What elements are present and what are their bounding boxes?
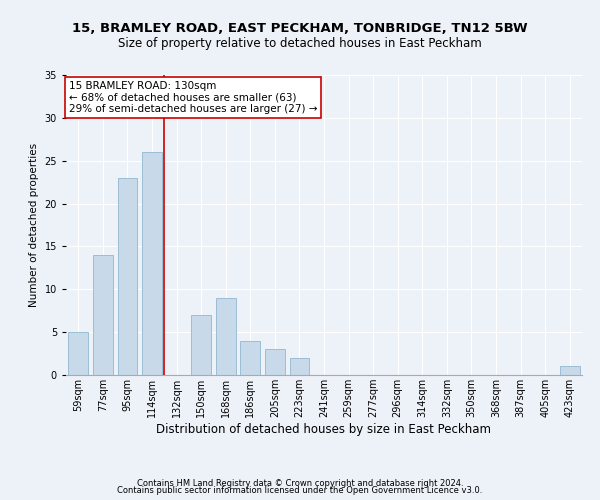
Text: Size of property relative to detached houses in East Peckham: Size of property relative to detached ho… [118,38,482,51]
Bar [118,178,137,375]
Text: Contains HM Land Registry data © Crown copyright and database right 2024.: Contains HM Land Registry data © Crown c… [137,478,463,488]
Bar [191,315,211,375]
Bar [290,358,309,375]
Bar [68,332,88,375]
Bar [93,255,113,375]
Text: 15, BRAMLEY ROAD, EAST PECKHAM, TONBRIDGE, TN12 5BW: 15, BRAMLEY ROAD, EAST PECKHAM, TONBRIDG… [72,22,528,36]
X-axis label: Distribution of detached houses by size in East Peckham: Distribution of detached houses by size … [157,423,491,436]
Text: 15 BRAMLEY ROAD: 130sqm
← 68% of detached houses are smaller (63)
29% of semi-de: 15 BRAMLEY ROAD: 130sqm ← 68% of detache… [68,81,317,114]
Bar [216,298,236,375]
Y-axis label: Number of detached properties: Number of detached properties [29,143,39,307]
Bar [265,350,284,375]
Bar [241,340,260,375]
Text: Contains public sector information licensed under the Open Government Licence v3: Contains public sector information licen… [118,486,482,495]
Bar [142,152,162,375]
Bar [560,366,580,375]
